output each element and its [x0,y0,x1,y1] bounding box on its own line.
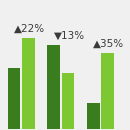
Bar [101,53,114,129]
Bar [62,73,74,129]
Bar [8,69,20,129]
Text: ▲22%: ▲22% [14,24,45,34]
Bar [47,45,60,129]
Bar [22,38,35,129]
Bar [87,103,100,129]
Text: ▼13%: ▼13% [54,31,85,41]
Text: ▲35%: ▲35% [93,39,125,49]
